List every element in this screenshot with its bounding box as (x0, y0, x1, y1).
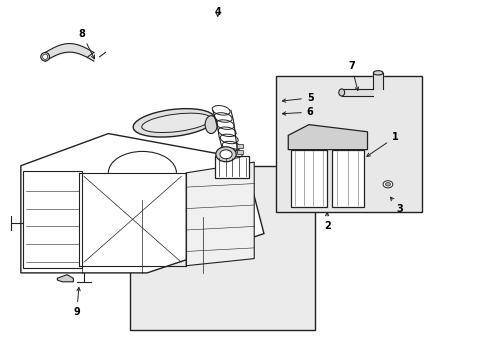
Bar (237, 150, 243, 154)
Text: 5: 5 (282, 93, 313, 103)
Text: 3: 3 (389, 197, 403, 213)
Bar (290, 150, 326, 207)
Circle shape (385, 183, 389, 186)
Polygon shape (57, 275, 73, 282)
Ellipse shape (133, 109, 214, 137)
Bar (237, 144, 243, 148)
Text: 8: 8 (78, 28, 94, 59)
Text: 4: 4 (214, 7, 221, 17)
Ellipse shape (204, 116, 217, 134)
Ellipse shape (220, 150, 232, 159)
Polygon shape (186, 162, 254, 266)
Bar (276, 76, 421, 212)
Bar (130, 166, 314, 330)
Bar (23, 171, 81, 267)
Ellipse shape (338, 89, 344, 96)
Ellipse shape (142, 113, 211, 132)
Circle shape (382, 181, 392, 188)
Ellipse shape (372, 71, 382, 75)
Text: 2: 2 (323, 212, 330, 231)
Ellipse shape (41, 53, 49, 61)
Text: 7: 7 (347, 61, 358, 90)
Text: 6: 6 (282, 107, 313, 117)
Ellipse shape (215, 147, 236, 162)
Polygon shape (21, 134, 264, 273)
Text: 1: 1 (366, 132, 398, 156)
Polygon shape (287, 125, 367, 150)
Ellipse shape (42, 54, 47, 59)
Text: 9: 9 (73, 287, 80, 317)
Bar (331, 150, 363, 207)
Bar (215, 156, 249, 178)
